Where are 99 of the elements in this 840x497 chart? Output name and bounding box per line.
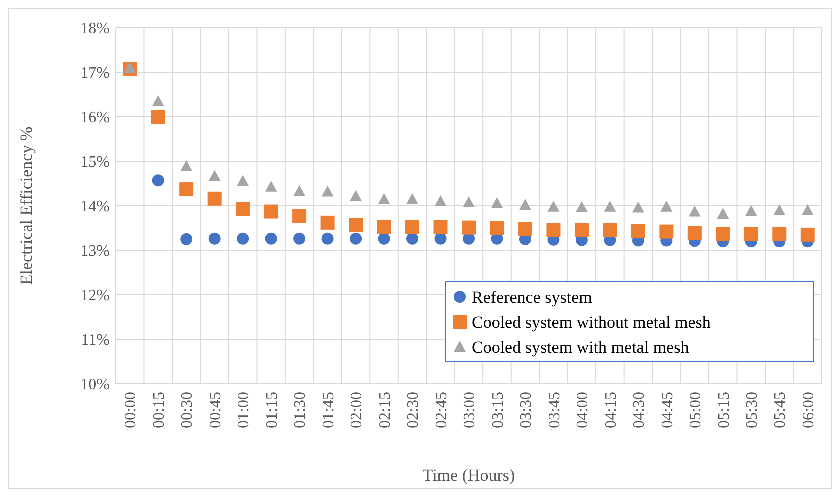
x-tick-label: 04:15 bbox=[602, 392, 620, 428]
point bbox=[688, 226, 702, 240]
point bbox=[180, 160, 193, 172]
point bbox=[518, 222, 532, 236]
x-tick-label: 02:45 bbox=[433, 392, 450, 428]
x-tick-label: 01:45 bbox=[320, 392, 338, 428]
y-tick-label: 13% bbox=[80, 243, 110, 260]
point bbox=[717, 208, 730, 220]
point bbox=[574, 223, 589, 238]
point bbox=[631, 224, 646, 238]
point bbox=[322, 232, 334, 245]
point bbox=[350, 232, 362, 245]
point bbox=[406, 232, 419, 245]
x-tick-label: 04:45 bbox=[659, 392, 676, 428]
point bbox=[800, 228, 815, 242]
x-axis-title: Time (Hours) bbox=[422, 466, 516, 485]
point bbox=[322, 186, 334, 197]
point bbox=[350, 190, 362, 202]
point bbox=[152, 174, 164, 187]
point bbox=[406, 220, 420, 234]
point bbox=[491, 197, 504, 208]
y-tick-label: 15% bbox=[80, 154, 110, 172]
point bbox=[774, 204, 786, 216]
point bbox=[237, 175, 250, 186]
point bbox=[519, 199, 532, 210]
point bbox=[688, 206, 701, 217]
x-tick-label: 01:15 bbox=[264, 392, 281, 428]
point bbox=[292, 209, 307, 224]
point bbox=[152, 95, 164, 106]
y-tick-label: 14% bbox=[80, 198, 110, 216]
legend-label: Cooled system with metal mesh bbox=[472, 338, 690, 357]
point bbox=[264, 204, 278, 219]
x-tick-label: 01:00 bbox=[236, 392, 253, 428]
x-tick-label: 06:00 bbox=[800, 392, 818, 428]
point bbox=[434, 220, 448, 234]
point bbox=[208, 232, 221, 245]
point bbox=[772, 227, 787, 242]
point bbox=[349, 218, 364, 232]
x-tick-label: 03:00 bbox=[462, 392, 479, 428]
point bbox=[745, 205, 758, 216]
point bbox=[576, 201, 588, 212]
point bbox=[208, 170, 221, 182]
point bbox=[434, 196, 447, 207]
x-tick-label: 00:15 bbox=[150, 392, 168, 428]
x-tick-label: 04:30 bbox=[631, 392, 648, 428]
y-tick-label: 12% bbox=[80, 288, 110, 305]
point bbox=[377, 220, 392, 234]
point bbox=[406, 193, 419, 204]
point bbox=[660, 224, 674, 239]
point bbox=[660, 200, 673, 212]
point bbox=[463, 196, 475, 208]
point bbox=[265, 180, 278, 192]
x-tick-label: 05:00 bbox=[688, 392, 705, 428]
x-tick-label: 05:30 bbox=[744, 392, 761, 428]
y-tick-label: 18% bbox=[80, 20, 110, 38]
x-tick-label: 05:15 bbox=[716, 392, 733, 428]
point bbox=[124, 62, 136, 74]
x-tick-label: 03:30 bbox=[518, 392, 536, 428]
point bbox=[208, 192, 222, 206]
point bbox=[434, 232, 447, 245]
point bbox=[180, 233, 193, 246]
point bbox=[180, 182, 194, 197]
x-tick-label: 05:45 bbox=[772, 392, 790, 428]
point bbox=[604, 200, 616, 212]
legend-label: Cooled system without metal mesh bbox=[472, 312, 712, 332]
x-tick-label: 02:30 bbox=[405, 392, 422, 428]
y-tick-label: 17% bbox=[80, 65, 110, 82]
point bbox=[378, 232, 390, 245]
point bbox=[546, 223, 561, 238]
point bbox=[151, 110, 166, 124]
point bbox=[462, 220, 476, 235]
point bbox=[378, 193, 390, 204]
x-tick-label: 00:30 bbox=[179, 392, 196, 428]
point bbox=[237, 232, 250, 245]
x-tick-label: 04:00 bbox=[574, 392, 592, 428]
y-axis-title: Electrical Efficiency % bbox=[17, 126, 36, 286]
point bbox=[294, 232, 306, 245]
x-tick-label: 01:30 bbox=[292, 392, 310, 428]
point bbox=[320, 216, 335, 230]
point bbox=[548, 200, 560, 212]
y-tick-label: 16% bbox=[80, 110, 110, 127]
x-tick-label: 02:00 bbox=[348, 392, 366, 428]
legend-label: Reference system bbox=[472, 288, 592, 307]
x-tick-label: 00:45 bbox=[207, 392, 224, 428]
point bbox=[294, 185, 306, 196]
point bbox=[603, 223, 618, 238]
point bbox=[802, 204, 814, 216]
point bbox=[632, 202, 644, 213]
y-tick-label: 11% bbox=[81, 332, 110, 350]
point bbox=[265, 232, 278, 245]
y-tick-label: 10% bbox=[80, 376, 110, 394]
x-tick-label: 03:45 bbox=[546, 392, 564, 428]
point bbox=[490, 221, 504, 236]
point bbox=[236, 202, 250, 216]
x-tick-label: 00:00 bbox=[122, 392, 140, 428]
x-tick-label: 03:15 bbox=[490, 392, 507, 428]
point bbox=[744, 227, 758, 242]
point bbox=[716, 227, 730, 242]
x-tick-label: 02:15 bbox=[376, 392, 394, 428]
